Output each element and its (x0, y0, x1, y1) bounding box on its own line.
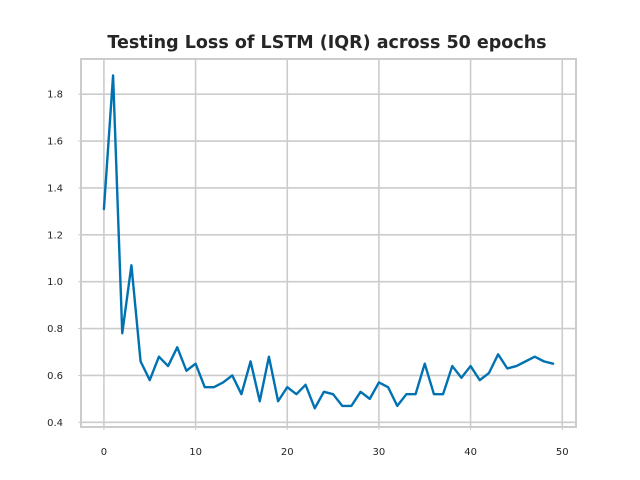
y-tick-label: 0.8 (47, 324, 63, 335)
plot-frame (80, 58, 577, 428)
data-point (323, 391, 325, 393)
y-tick-label: 0.6 (47, 371, 63, 382)
data-point (249, 360, 252, 362)
data-point (213, 386, 215, 388)
data-point (185, 370, 188, 372)
data-point (433, 393, 435, 395)
data-point (139, 360, 142, 362)
data-point (295, 393, 298, 395)
y-axis-ticks: 0.4 0.6 0.8 1.0 1.2 1.4 1.6 1.8 (47, 90, 81, 429)
data-point (231, 374, 233, 377)
y-tick-label: 1.4 (47, 183, 63, 194)
y-tick-label: 0.4 (47, 418, 63, 429)
x-axis-ticks: 0 10 20 30 40 50 (101, 427, 569, 458)
x-tick-label: 30 (373, 447, 386, 458)
data-point (277, 400, 279, 402)
x-tick-label: 20 (281, 447, 294, 458)
data-point (479, 379, 481, 381)
data-point (167, 365, 169, 367)
y-tick-label: 1.0 (47, 277, 63, 288)
data-point (149, 379, 151, 381)
data-point (497, 353, 499, 355)
data-point (369, 398, 371, 400)
x-gridlines (103, 59, 564, 427)
data-point (350, 405, 353, 407)
data-point (268, 356, 270, 358)
data-point (460, 377, 463, 379)
data-point (414, 393, 417, 395)
x-tick-label: 10 (189, 447, 202, 458)
data-point (543, 360, 545, 362)
data-point (552, 363, 554, 365)
data-point (121, 332, 123, 334)
data-point (332, 393, 334, 395)
data-point (378, 381, 380, 384)
series-line (102, 74, 555, 410)
data-point (103, 208, 105, 210)
x-tick-label: 40 (464, 447, 477, 458)
data-point (341, 405, 343, 407)
data-point (424, 363, 426, 365)
data-point (259, 400, 261, 402)
data-point (405, 393, 408, 395)
data-point (387, 386, 389, 388)
data-point (112, 74, 114, 77)
data-point (396, 405, 398, 407)
data-point (359, 391, 362, 393)
x-tick-label: 50 (556, 447, 569, 458)
data-point (194, 363, 197, 365)
y-gridlines (81, 93, 576, 424)
data-point (204, 386, 206, 388)
x-tick-label: 0 (101, 447, 107, 458)
data-point (222, 381, 224, 384)
series-group (102, 74, 555, 410)
data-point (442, 393, 444, 395)
data-point (451, 365, 453, 367)
data-point (130, 264, 133, 266)
data-point (524, 360, 527, 362)
data-point (515, 365, 518, 367)
y-tick-label: 1.2 (47, 230, 63, 241)
data-point (286, 386, 288, 388)
data-point (240, 393, 243, 395)
data-point (314, 407, 316, 409)
data-point (506, 367, 508, 369)
data-point (304, 384, 307, 386)
y-tick-label: 1.6 (47, 137, 63, 148)
chart-title: Testing Loss of LSTM (IQR) across 50 epo… (107, 33, 546, 53)
data-point (469, 365, 472, 367)
data-point (534, 356, 536, 358)
data-point (176, 346, 178, 348)
data-point (158, 356, 160, 358)
y-tick-label: 1.8 (47, 90, 63, 101)
data-point (488, 372, 490, 374)
